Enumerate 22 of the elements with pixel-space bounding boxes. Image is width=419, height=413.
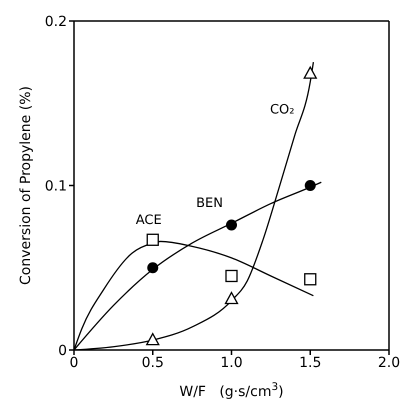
point — [146, 234, 159, 246]
point — [304, 180, 316, 191]
y-tick-label: 0 — [58, 342, 67, 359]
y-axis-title: Conversion of Propylene (%) — [18, 86, 34, 285]
point — [147, 262, 158, 274]
x-axis-title: W/F (g·s/cm$^{3}$) — [179, 381, 284, 400]
y-tick-label: 0.1 — [44, 178, 67, 194]
point — [224, 292, 238, 304]
point — [304, 66, 317, 79]
x-tick-label: 1.0 — [220, 354, 243, 371]
x-tick-label: 0.5 — [142, 354, 164, 371]
point — [146, 332, 160, 346]
series-label: ACE — [136, 212, 162, 228]
x-tick-label: 1.5 — [299, 354, 322, 371]
x-tick-label: 2.0 — [378, 354, 400, 371]
series-label: BEN — [196, 196, 223, 211]
y-tick-label: 0.2 — [44, 14, 67, 30]
point — [304, 273, 316, 286]
point — [225, 270, 238, 282]
point — [226, 219, 237, 230]
x-tick-label: 0 — [70, 354, 78, 371]
text: CO₂ — [270, 102, 295, 118]
